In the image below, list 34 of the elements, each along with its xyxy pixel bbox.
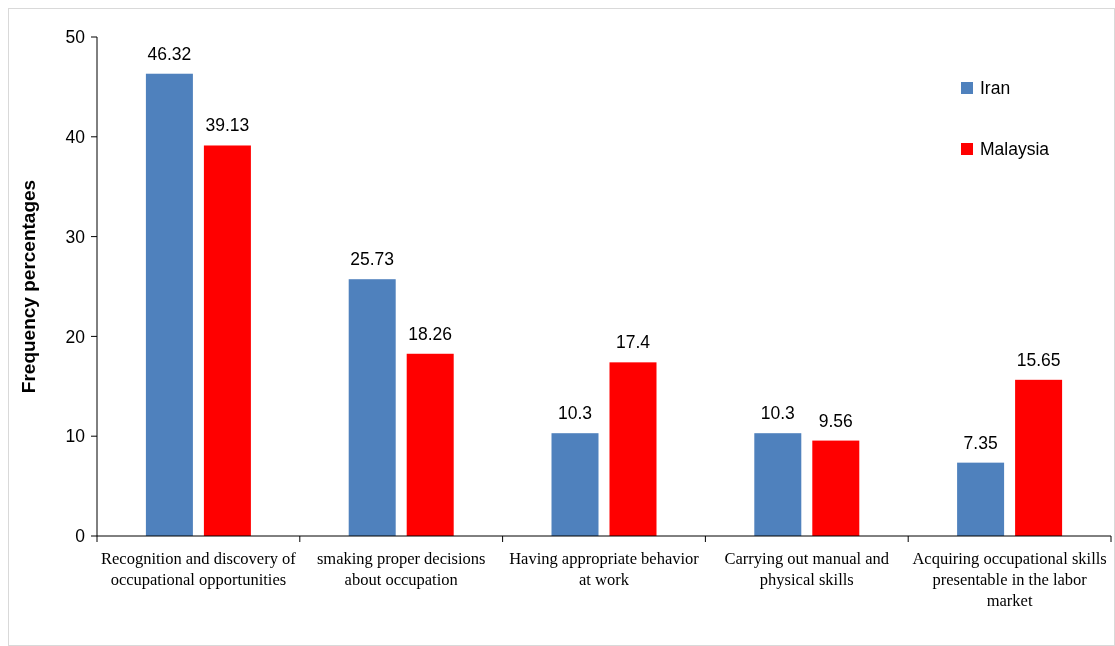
y-axis-title: Frequency percentages (18, 179, 39, 394)
data-label: 7.35 (963, 432, 998, 453)
bar (957, 462, 1005, 536)
data-label: 10.3 (557, 403, 593, 424)
bar (551, 433, 599, 536)
y-tick-label: 10 (65, 426, 86, 447)
bar (754, 433, 802, 536)
x-tick-label: smaking proper decisions about occupation (316, 549, 486, 589)
data-label: 46.32 (147, 43, 192, 64)
legend-label: Malaysia (980, 139, 1050, 159)
data-label: 25.73 (350, 249, 395, 270)
data-label: 17.4 (615, 332, 651, 353)
y-tick-label: 20 (65, 326, 86, 347)
bar (406, 353, 454, 536)
data-label: 18.26 (408, 323, 453, 344)
data-label: 15.65 (1016, 349, 1061, 370)
y-tick-label: 40 (65, 126, 86, 147)
data-label: 9.56 (818, 410, 853, 431)
x-tick-label: Acquiring occupational skills presentable in the labor market (912, 549, 1107, 610)
data-label: 10.3 (760, 403, 795, 424)
legend-label: Iran (980, 78, 1011, 98)
bar (1015, 379, 1063, 536)
bar (145, 73, 193, 536)
y-tick-label: 50 (65, 27, 86, 48)
x-tick-label: Recognition and discovery of occupational opportunities (101, 549, 297, 589)
data-label: 39.13 (205, 115, 250, 136)
bar (348, 279, 396, 536)
x-tick-label: Having appropriate behavior at work (509, 549, 700, 589)
y-tick-label: 0 (75, 526, 86, 547)
x-tick-label: Carrying out manual and physical skills (724, 549, 890, 589)
y-tick-label: 30 (65, 226, 86, 247)
bar (203, 145, 251, 536)
bar (609, 362, 657, 536)
bar (812, 440, 860, 536)
